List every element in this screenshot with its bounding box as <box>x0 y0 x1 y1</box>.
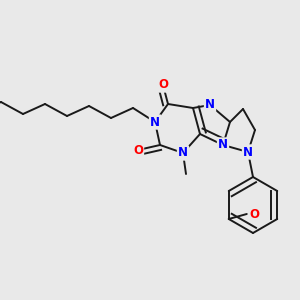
Text: O: O <box>133 143 143 157</box>
Text: O: O <box>158 79 168 92</box>
Text: N: N <box>243 146 253 158</box>
Text: N: N <box>178 146 188 160</box>
Text: N: N <box>150 116 160 128</box>
Text: N: N <box>218 139 228 152</box>
Text: N: N <box>205 98 215 112</box>
Text: O: O <box>250 208 260 220</box>
